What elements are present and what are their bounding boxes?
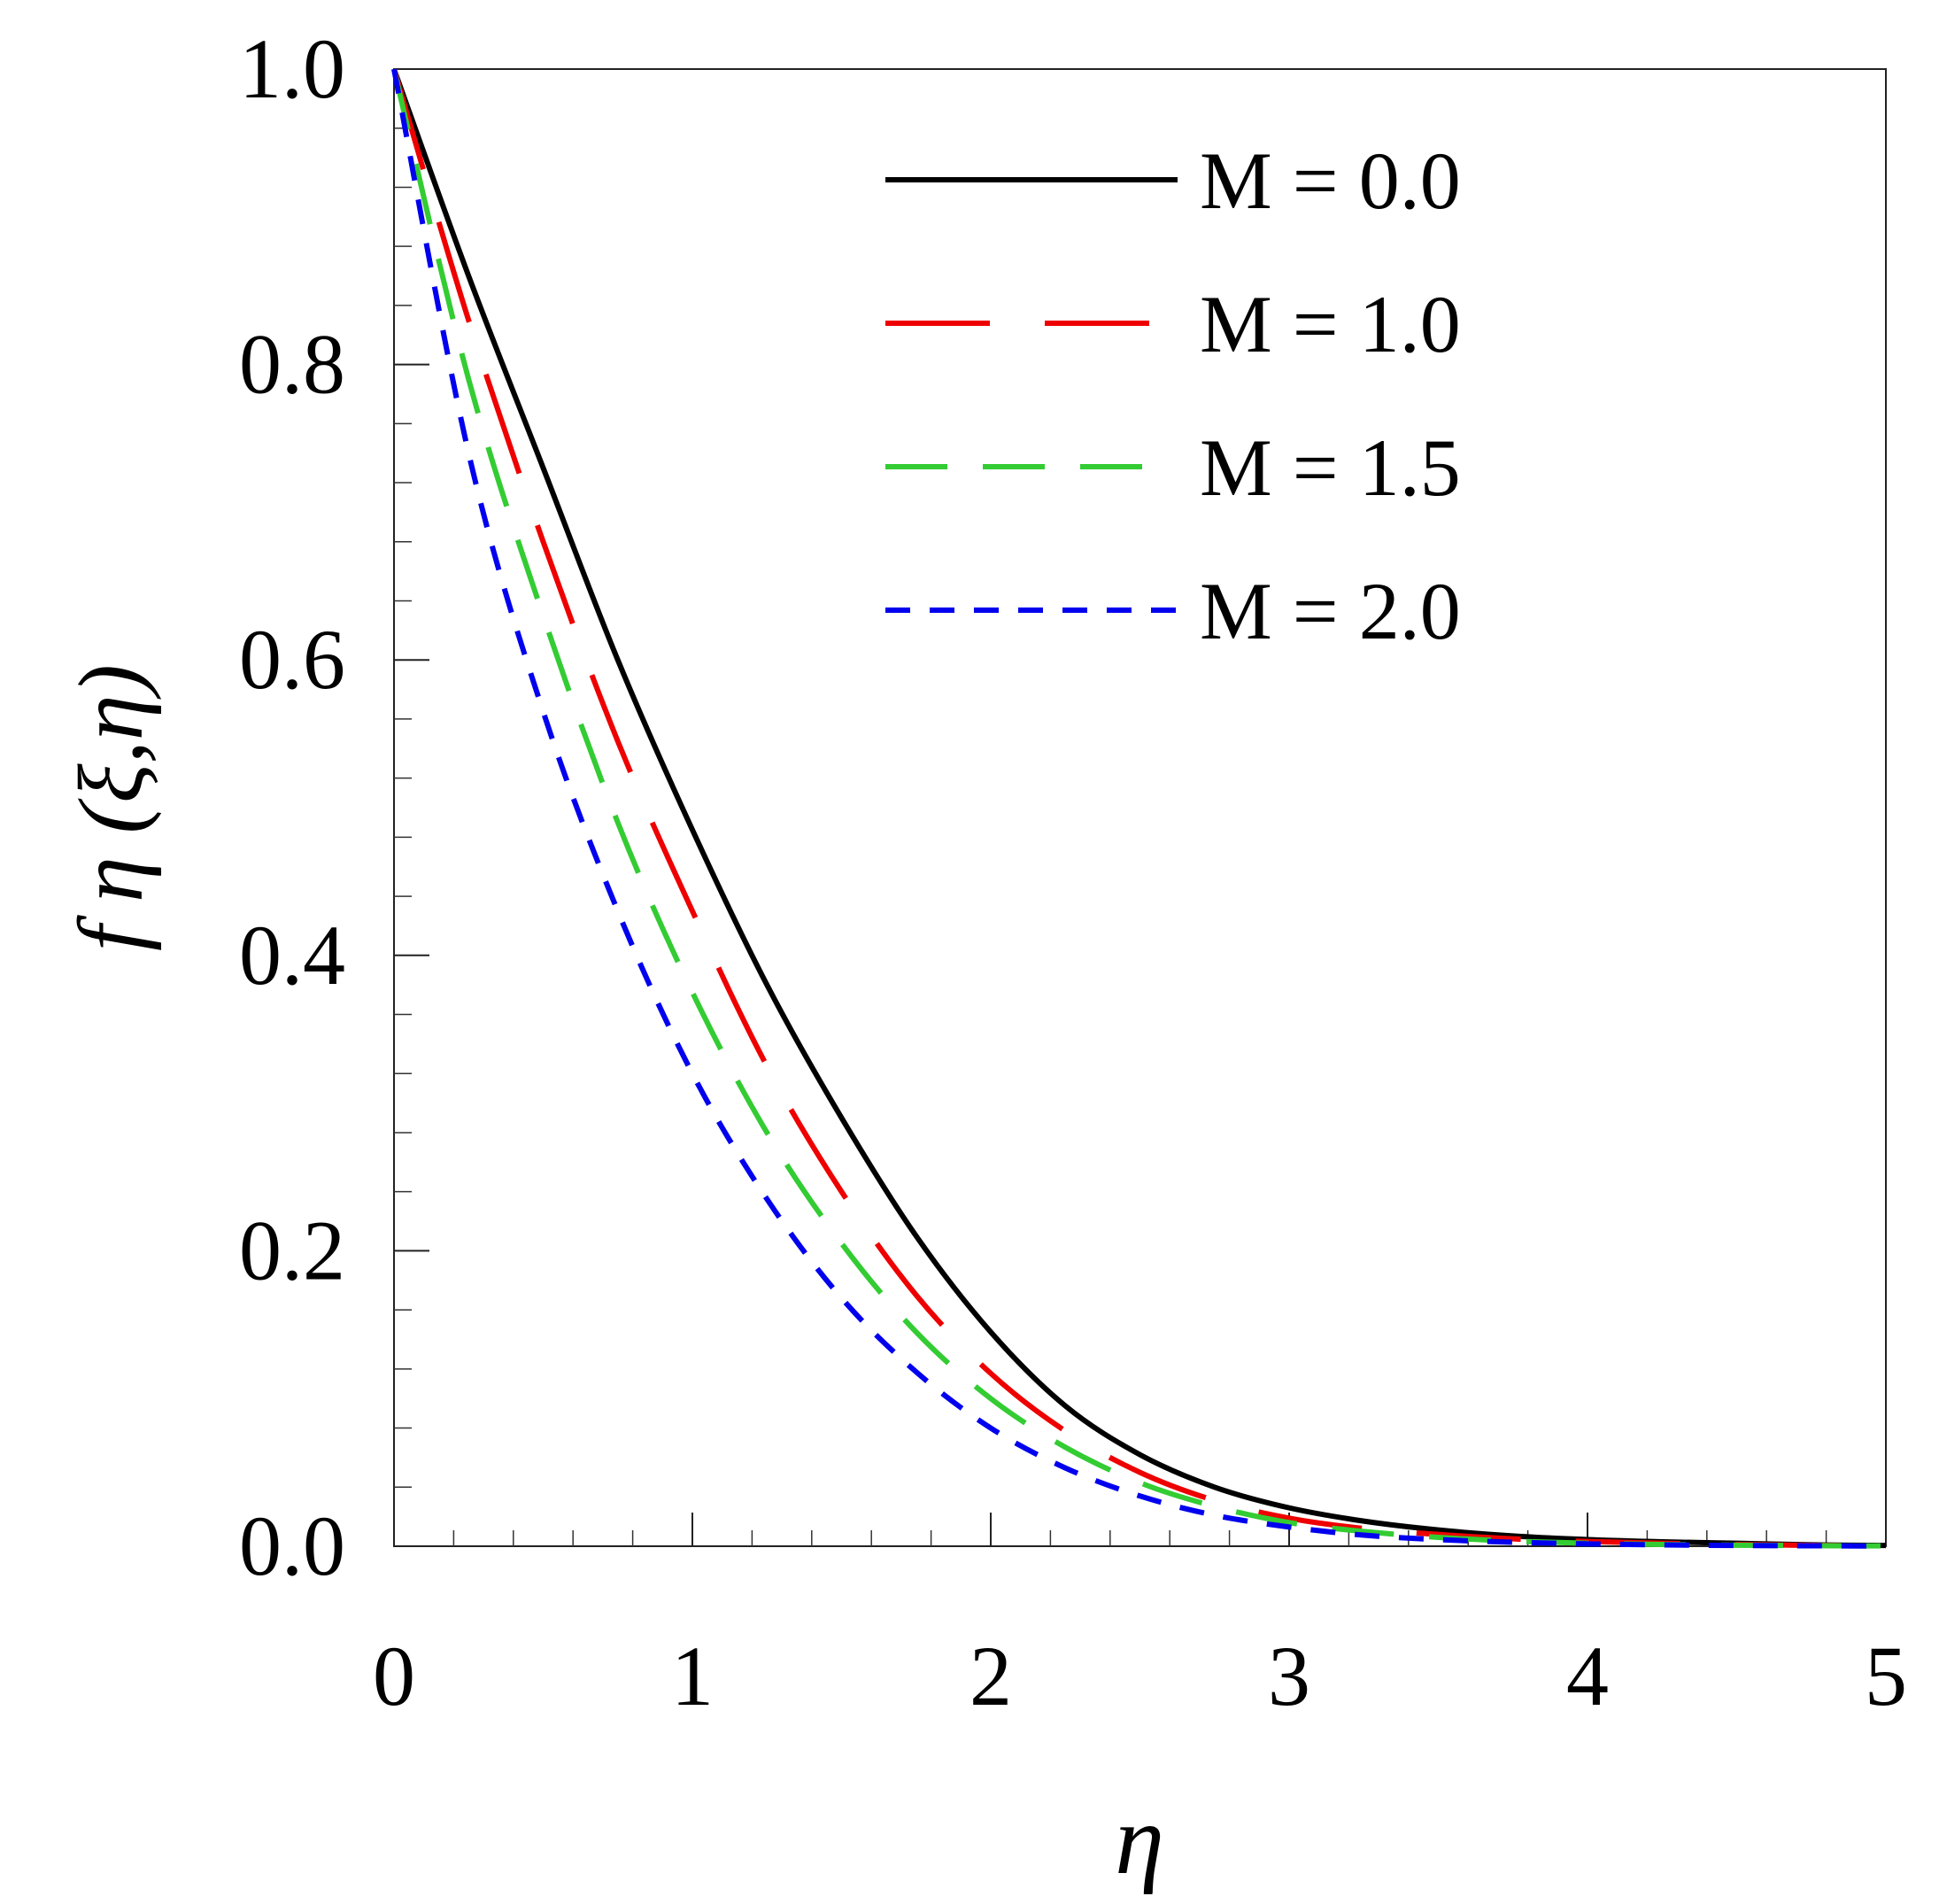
plot-frame [393, 68, 1887, 1547]
x-tick-labels: 0 1 2 3 4 5 [373, 1629, 1907, 1723]
legend: M = 0.0 M = 1.0 M = 1.5 M = 2.0 [885, 135, 1461, 656]
y-tick-label: 0.0 [239, 1498, 345, 1593]
y-tick-label: 0.4 [239, 908, 345, 1002]
legend-label-0: M = 0.0 [1200, 135, 1461, 226]
x-tick-label: 4 [1566, 1629, 1609, 1723]
y-tick-label: 0.2 [239, 1203, 345, 1297]
x-tick-label: 0 [373, 1629, 415, 1723]
legend-label-1: M = 1.0 [1200, 279, 1461, 369]
series-line-3 [391, 68, 1887, 1549]
y-tick-label: 1.0 [239, 21, 345, 116]
x-axis-label: η [1115, 1785, 1164, 1895]
series-line-1 [391, 68, 1887, 1549]
y-tick-label: 0.8 [239, 317, 345, 412]
x-tick-label: 3 [1268, 1629, 1310, 1723]
y-tick-labels: 0.0 0.2 0.4 0.6 0.8 1.0 [239, 21, 345, 1593]
x-tick-label: 1 [671, 1629, 714, 1723]
y-tick-label: 0.6 [239, 612, 345, 707]
x-tick-label: 2 [970, 1629, 1012, 1723]
series-group [391, 67, 1887, 1549]
y-axis-label: f η (ξ,η) [60, 664, 162, 951]
legend-label-3: M = 2.0 [1200, 566, 1461, 656]
legend-label-2: M = 1.5 [1200, 422, 1461, 513]
series-line-0 [391, 67, 1887, 1549]
series-line-2 [391, 68, 1887, 1549]
minor-ticks [394, 127, 1827, 1546]
major-ticks [393, 68, 1887, 1547]
x-tick-label: 5 [1865, 1629, 1907, 1723]
